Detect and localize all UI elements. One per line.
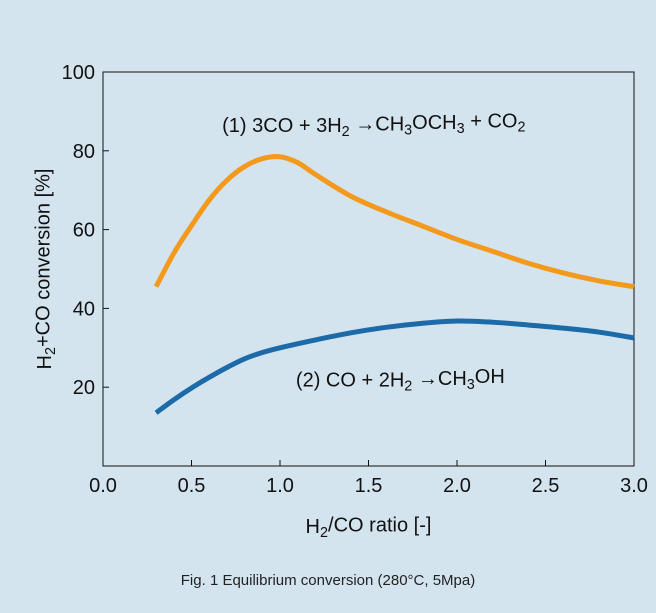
x-tick-label: 0.5 bbox=[178, 475, 206, 497]
ticks: 0.0 0.5 1.0 1.5 2.0 2.5 3.0 20 40 60 80 100 bbox=[62, 62, 648, 497]
series bbox=[153, 154, 635, 415]
y-axis-label: H2​+CO conversion [%] bbox=[32, 169, 59, 370]
figure-caption: Fig. 1 Equilibrium conversion (280°C, 5M… bbox=[180, 572, 476, 589]
series-line-reaction-1 bbox=[153, 154, 635, 290]
y-tick-label: 80 bbox=[73, 141, 95, 163]
x-tick-label: 1.0 bbox=[266, 475, 294, 497]
annotation-reaction-2: (2) CO + 2H2​ →CH3​OH bbox=[296, 366, 505, 394]
x-tick-label: 3.0 bbox=[620, 475, 648, 497]
x-tick-label: 2.5 bbox=[532, 475, 560, 497]
y-tick-label: 60 bbox=[73, 220, 95, 242]
x-tick-label: 2.0 bbox=[443, 475, 471, 497]
annotation-reaction-1: (1) 3CO + 3H2​ →CH3​OCH3​ + CO2​ bbox=[222, 110, 525, 140]
series-line-reaction-2 bbox=[154, 318, 635, 415]
x-tick-label: 0.0 bbox=[89, 475, 117, 497]
annotations: (1) 3CO + 3H2​ →CH3​OCH3​ + CO2​ (2) CO +… bbox=[222, 110, 525, 394]
y-tick-label: 20 bbox=[73, 377, 95, 399]
y-tick-label: 40 bbox=[73, 298, 95, 320]
x-axis-label: H2​/CO ratio [-] bbox=[306, 514, 432, 541]
y-tick-label: 100 bbox=[62, 62, 95, 84]
x-tick-label: 1.5 bbox=[355, 475, 383, 497]
